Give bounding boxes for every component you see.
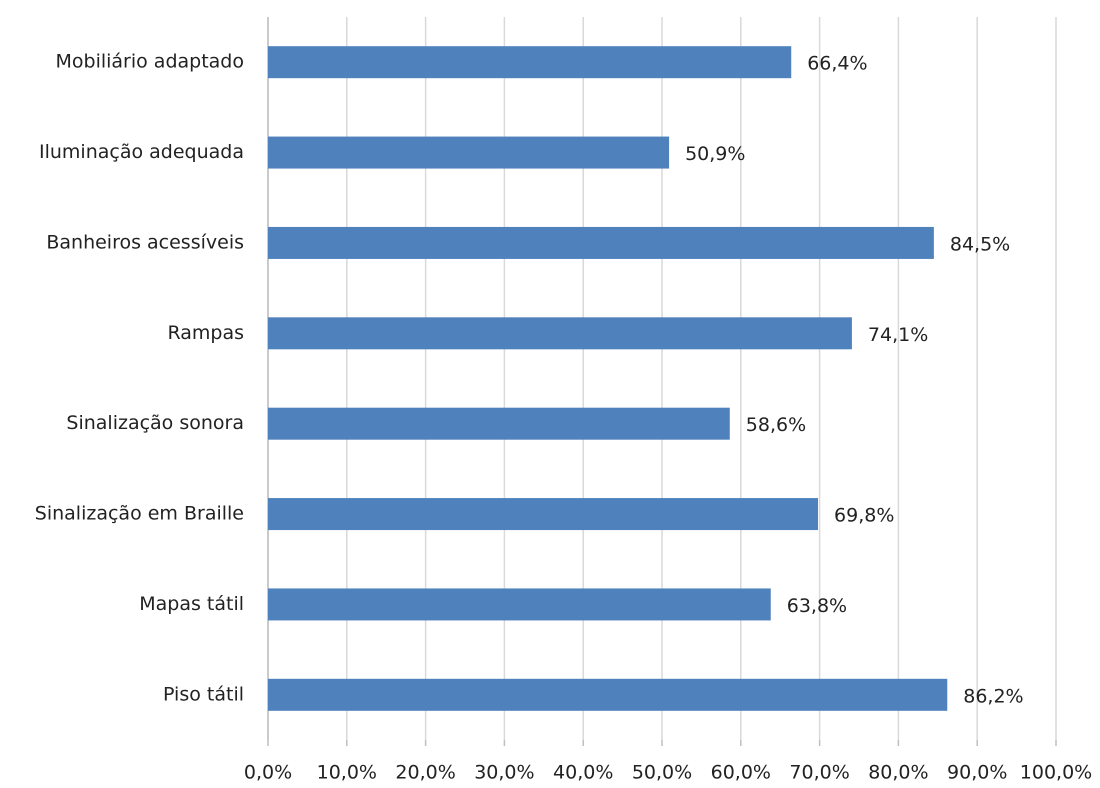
x-tick-label: 90,0%	[947, 762, 1007, 784]
data-label: 86,2%	[963, 685, 1023, 707]
data-label: 63,8%	[787, 595, 847, 617]
bar	[268, 46, 792, 79]
bar	[268, 588, 771, 621]
x-tick-label: 50,0%	[632, 762, 692, 784]
bar	[268, 407, 730, 440]
y-tick-label: Mapas tátil	[139, 593, 244, 615]
data-label: 66,4%	[807, 53, 867, 75]
y-tick-label: Sinalização em Braille	[35, 503, 244, 525]
x-tick-label: 100,0%	[1020, 762, 1092, 784]
bar	[268, 317, 852, 350]
x-tick-label: 80,0%	[868, 762, 928, 784]
y-tick-label: Sinalização sonora	[66, 412, 244, 434]
y-tick-label: Iluminação adequada	[39, 141, 244, 163]
x-tick-label: 30,0%	[474, 762, 534, 784]
data-label: 58,6%	[746, 414, 806, 436]
x-tick-label: 40,0%	[553, 762, 613, 784]
y-tick-label: Mobiliário adaptado	[56, 51, 245, 73]
x-tick-label: 70,0%	[789, 762, 849, 784]
bar	[268, 226, 934, 259]
bar	[268, 498, 819, 531]
x-tick-label: 0,0%	[244, 762, 292, 784]
x-tick-label: 10,0%	[317, 762, 377, 784]
data-label: 69,8%	[834, 505, 894, 527]
x-tick-label: 20,0%	[395, 762, 455, 784]
x-tick-label: 60,0%	[711, 762, 771, 784]
data-label: 74,1%	[868, 324, 928, 346]
data-label: 50,9%	[685, 143, 745, 165]
bar	[268, 136, 670, 169]
y-tick-label: Piso tátil	[163, 683, 244, 705]
bar	[268, 678, 948, 711]
y-tick-label: Banheiros acessíveis	[46, 231, 244, 253]
y-tick-label: Rampas	[167, 322, 244, 344]
data-label: 84,5%	[950, 233, 1010, 255]
